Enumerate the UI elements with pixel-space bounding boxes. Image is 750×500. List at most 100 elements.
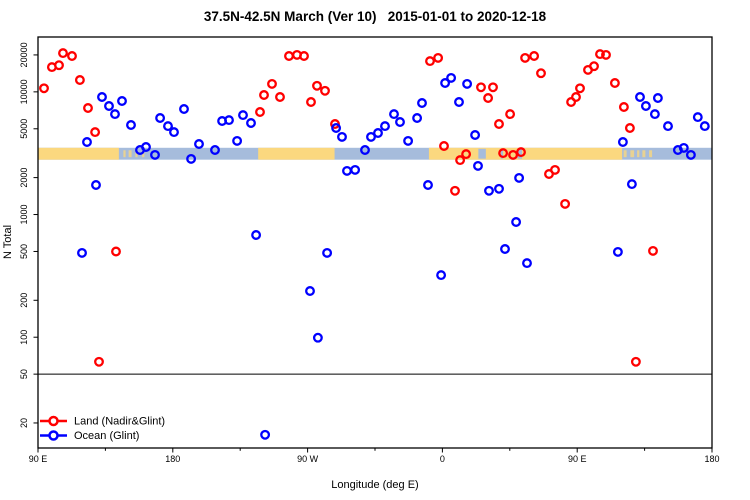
data-point <box>612 246 623 257</box>
data-point <box>630 356 641 367</box>
data-point <box>589 61 599 72</box>
data-point <box>179 104 189 114</box>
data-point <box>337 131 347 142</box>
axes: 90 E 180 90 W 0 90 E 180 20 50 100 200 500 1000 2000… <box>19 42 720 464</box>
data-point <box>54 60 64 71</box>
data-point <box>90 127 101 138</box>
data-point <box>516 147 526 158</box>
data-points <box>39 48 710 440</box>
y-tick-label: 2000 <box>19 168 29 188</box>
data-point <box>476 82 486 93</box>
data-point <box>155 113 166 123</box>
data-point <box>238 110 248 121</box>
y-tick-label: 50 <box>19 369 29 379</box>
data-point <box>685 149 696 160</box>
data-point <box>82 137 92 147</box>
data-point <box>306 97 316 107</box>
data-point <box>91 180 101 190</box>
data-point <box>500 244 510 254</box>
data-point <box>111 246 121 257</box>
data-point <box>366 131 376 142</box>
data-point <box>505 109 516 120</box>
band-land-segment <box>38 147 119 160</box>
data-point <box>536 68 546 79</box>
data-point <box>473 160 483 171</box>
data-point <box>210 145 220 155</box>
data-point <box>618 102 629 112</box>
data-point <box>284 51 294 61</box>
data-point <box>320 85 330 96</box>
data-point <box>566 97 577 107</box>
data-point <box>640 101 651 111</box>
data-point <box>403 135 414 146</box>
y-axis-title: N Total <box>2 225 14 259</box>
data-point <box>498 148 509 159</box>
data-point <box>663 121 673 132</box>
band-ocean <box>38 147 712 160</box>
data-point <box>508 149 519 160</box>
data-point <box>436 270 447 281</box>
data-point <box>232 135 243 146</box>
x-tick-label: 90 E <box>29 454 48 464</box>
data-point <box>439 141 449 151</box>
data-point <box>83 103 93 113</box>
data-point <box>342 165 352 176</box>
data-point <box>440 78 451 88</box>
data-point <box>484 185 494 196</box>
data-point <box>417 98 427 108</box>
data-point <box>194 139 204 149</box>
data-point <box>275 92 285 102</box>
data-point <box>483 93 494 103</box>
data-point <box>58 48 68 59</box>
data-point <box>104 101 114 111</box>
data-point <box>322 247 333 258</box>
band-lake <box>500 148 504 159</box>
x-tick-label: 90 W <box>297 454 319 464</box>
data-point <box>450 185 460 196</box>
y-tick-label: 1000 <box>19 205 29 225</box>
data-point <box>494 119 504 129</box>
band-island <box>630 150 635 158</box>
band-lake <box>517 148 523 159</box>
data-point <box>595 49 605 60</box>
y-tick-label: 100 <box>19 330 29 345</box>
data-point <box>571 92 581 102</box>
data-point <box>39 83 49 94</box>
data-point <box>652 93 663 103</box>
y-tick-label: 20000 <box>19 42 29 67</box>
land-series-points <box>39 48 658 367</box>
y-tick-label: 200 <box>19 293 29 308</box>
data-point <box>678 142 689 153</box>
data-point <box>163 121 173 132</box>
y-tick-label: 5000 <box>19 119 29 139</box>
x-tick-label: 90 E <box>568 454 587 464</box>
band-island <box>642 150 646 158</box>
data-point <box>224 115 234 126</box>
data-point <box>373 128 383 138</box>
y-tick-label: 500 <box>19 244 29 259</box>
data-point <box>110 109 120 120</box>
band-island <box>649 150 653 158</box>
data-point <box>395 117 405 127</box>
data-point <box>692 112 703 123</box>
data-point <box>169 127 179 138</box>
data-point <box>624 123 635 133</box>
band-island <box>123 150 126 158</box>
data-point <box>246 118 256 128</box>
data-point <box>488 82 498 93</box>
y-tick-label: 10000 <box>19 79 29 104</box>
data-point <box>601 49 611 60</box>
data-point <box>186 153 197 164</box>
data-point <box>699 121 710 132</box>
data-point <box>520 52 531 63</box>
data-point <box>425 56 435 67</box>
data-point <box>635 92 645 102</box>
band-island <box>135 150 138 158</box>
data-point <box>423 180 433 190</box>
data-point <box>649 109 660 120</box>
data-point <box>617 137 628 147</box>
data-point <box>305 286 315 296</box>
data-point <box>251 230 262 240</box>
band-island <box>623 150 627 158</box>
